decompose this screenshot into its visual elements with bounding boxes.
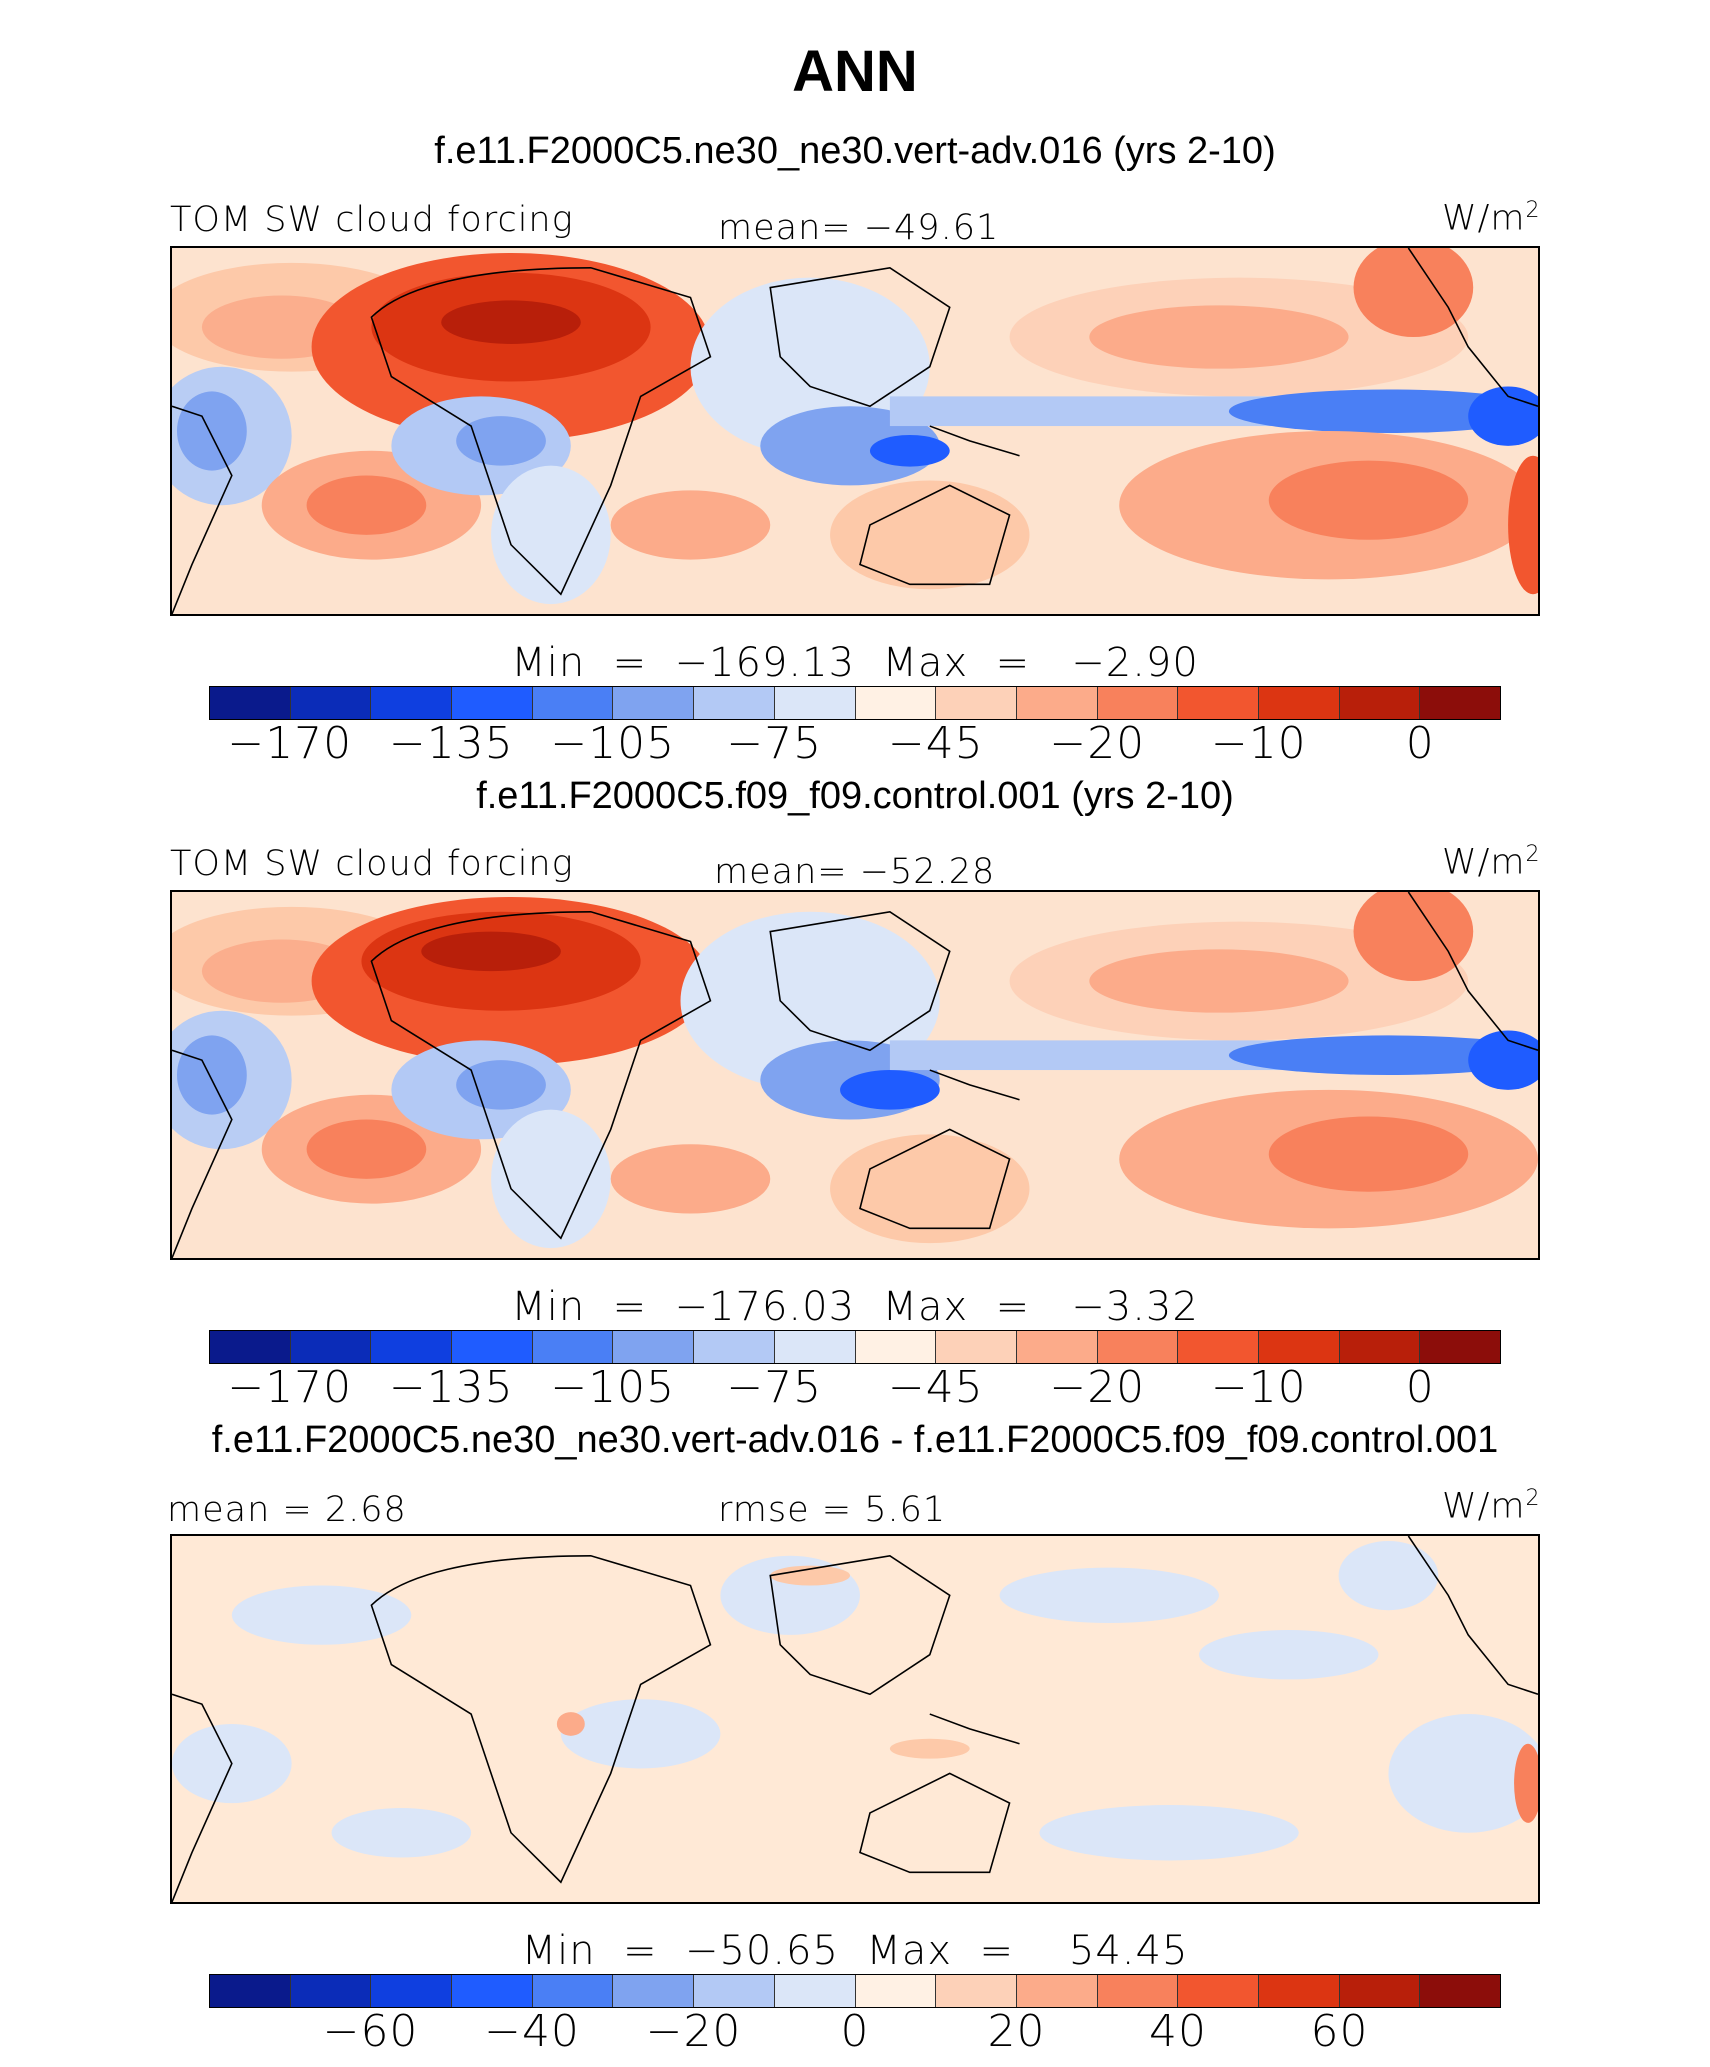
colorbar-tick-label: −75 (726, 718, 823, 769)
colorbar-tick-label: −105 (550, 718, 676, 769)
colorbar-swatch (210, 687, 291, 719)
panel-2-heading: f.e11.F2000C5.f09_f09.control.001 (yrs 2… (476, 775, 1234, 817)
colorbar-tick-label: 40 (1149, 2006, 1207, 2057)
colorbar-swatch (1097, 687, 1179, 719)
colorbar-swatch (1178, 1975, 1259, 2007)
colorbar-tick-label: 0 (840, 2006, 870, 2057)
colorbar-swatch (1258, 1975, 1340, 2007)
colorbar-tick-label: −20 (1049, 1362, 1146, 1413)
colorbar-swatch (210, 1975, 291, 2007)
colorbar-swatch (532, 1975, 614, 2007)
colorbar-swatch (1016, 1331, 1098, 1363)
panel-1-min-max: Min = −169.13 Max = −2.90 (511, 640, 1199, 686)
colorbar-tick-label: 0 (1405, 1362, 1435, 1413)
colorbar-tick-label: −135 (388, 1362, 514, 1413)
panel-1-heading: f.e11.F2000C5.ne30_ne30.vert-adv.016 (yr… (434, 130, 1276, 172)
panel-2-mean-label: mean= −52.28 (714, 852, 996, 892)
colorbar-swatch (774, 687, 856, 719)
colorbar-tick-label: 0 (1405, 718, 1435, 769)
colorbar-swatch (452, 1975, 533, 2007)
colorbar-swatch (855, 1975, 937, 2007)
colorbar-swatch (774, 1331, 856, 1363)
panel-1-mean-label: mean= −49.61 (718, 208, 1000, 248)
colorbar-swatch (694, 1331, 775, 1363)
panel-1-colorbar (209, 686, 1501, 720)
colorbar-tick-label: −75 (726, 1362, 823, 1413)
colorbar-tick-label: −20 (645, 2006, 742, 2057)
colorbar-swatch (936, 1331, 1017, 1363)
colorbar-swatch (1420, 687, 1500, 719)
colorbar-tick-label: −170 (227, 1362, 353, 1413)
colorbar-swatch (855, 687, 937, 719)
colorbar-swatch (613, 687, 695, 719)
colorbar-swatch (694, 687, 775, 719)
colorbar-swatch (1097, 1331, 1179, 1363)
colorbar-swatch (371, 687, 453, 719)
colorbar-tick-label: −40 (484, 2006, 580, 2057)
figure-title: ANN (792, 39, 918, 104)
colorbar-swatch (1420, 1331, 1500, 1363)
colorbar-swatch (694, 1975, 775, 2007)
colorbar-swatch (1178, 1331, 1259, 1363)
colorbar-swatch (1339, 1331, 1421, 1363)
colorbar-swatch (855, 1331, 937, 1363)
colorbar-tick-label: −170 (227, 718, 353, 769)
colorbar-swatch (1339, 1975, 1421, 2007)
colorbar-swatch (290, 1975, 372, 2007)
colorbar-swatch (1258, 687, 1340, 719)
panel-3-units: W/m2 (1442, 1486, 1541, 1527)
panel-2-variable-label: TOM SW cloud forcing (170, 844, 574, 884)
panel-3-colorbar (209, 1974, 1501, 2008)
panel-3-map (170, 1534, 1540, 1904)
panel-2-colorbar (209, 1330, 1501, 1364)
colorbar-swatch (1258, 1331, 1340, 1363)
colorbar-swatch (1097, 1975, 1179, 2007)
colorbar-swatch (290, 687, 372, 719)
colorbar-swatch (1178, 687, 1259, 719)
panel-3-mean-label: mean = 2.68 (167, 1490, 407, 1530)
panel-1-units: W/m2 (1442, 198, 1541, 239)
panel-1-variable-label: TOM SW cloud forcing (170, 200, 574, 240)
colorbar-tick-label: −135 (388, 718, 514, 769)
colorbar-tick-label: −105 (550, 1362, 676, 1413)
colorbar-tick-label: −10 (1210, 718, 1307, 769)
colorbar-swatch (936, 1975, 1017, 2007)
panel-3-min-max: Min = −50.65 Max = 54.45 (521, 1928, 1189, 1974)
colorbar-tick-label: −60 (322, 2006, 419, 2057)
colorbar-swatch (1420, 1975, 1500, 2007)
colorbar-swatch (936, 687, 1017, 719)
colorbar-swatch (613, 1331, 695, 1363)
colorbar-tick-label: −45 (887, 718, 984, 769)
colorbar-swatch (452, 1331, 533, 1363)
colorbar-swatch (210, 1331, 291, 1363)
panel-2-units: W/m2 (1442, 842, 1541, 883)
colorbar-swatch (371, 1975, 453, 2007)
colorbar-tick-label: 60 (1310, 2006, 1369, 2057)
colorbar-tick-label: −10 (1210, 1362, 1307, 1413)
colorbar-swatch (532, 1331, 614, 1363)
panel-3-colorbar-ticks: −60 −40 −20 0 20 40 60 (209, 2006, 1501, 2057)
colorbar-tick-label: −20 (1049, 718, 1146, 769)
colorbar-swatch (613, 1975, 695, 2007)
colorbar-swatch (532, 687, 614, 719)
panel-2-min-max: Min = −176.03 Max = −3.32 (511, 1284, 1199, 1330)
panel-1-map (170, 246, 1540, 616)
panel-3-heading: f.e11.F2000C5.ne30_ne30.vert-adv.016 - f… (211, 1419, 1499, 1461)
panel-2-colorbar-ticks: −170 −135 −105 −75 −45 −20 −10 0 (209, 1362, 1501, 1413)
colorbar-swatch (1339, 687, 1421, 719)
colorbar-swatch (371, 1331, 453, 1363)
panel-2-map (170, 890, 1540, 1260)
panel-3-rmse-label: rmse = 5.61 (718, 1490, 947, 1530)
colorbar-swatch (1016, 1975, 1098, 2007)
colorbar-swatch (452, 687, 533, 719)
colorbar-swatch (774, 1975, 856, 2007)
colorbar-tick-label: −45 (887, 1362, 984, 1413)
colorbar-swatch (290, 1331, 372, 1363)
colorbar-swatch (1016, 687, 1098, 719)
panel-1-colorbar-ticks: −170 −135 −105 −75 −45 −20 −10 0 (209, 718, 1501, 769)
colorbar-tick-label: 20 (987, 2006, 1046, 2057)
